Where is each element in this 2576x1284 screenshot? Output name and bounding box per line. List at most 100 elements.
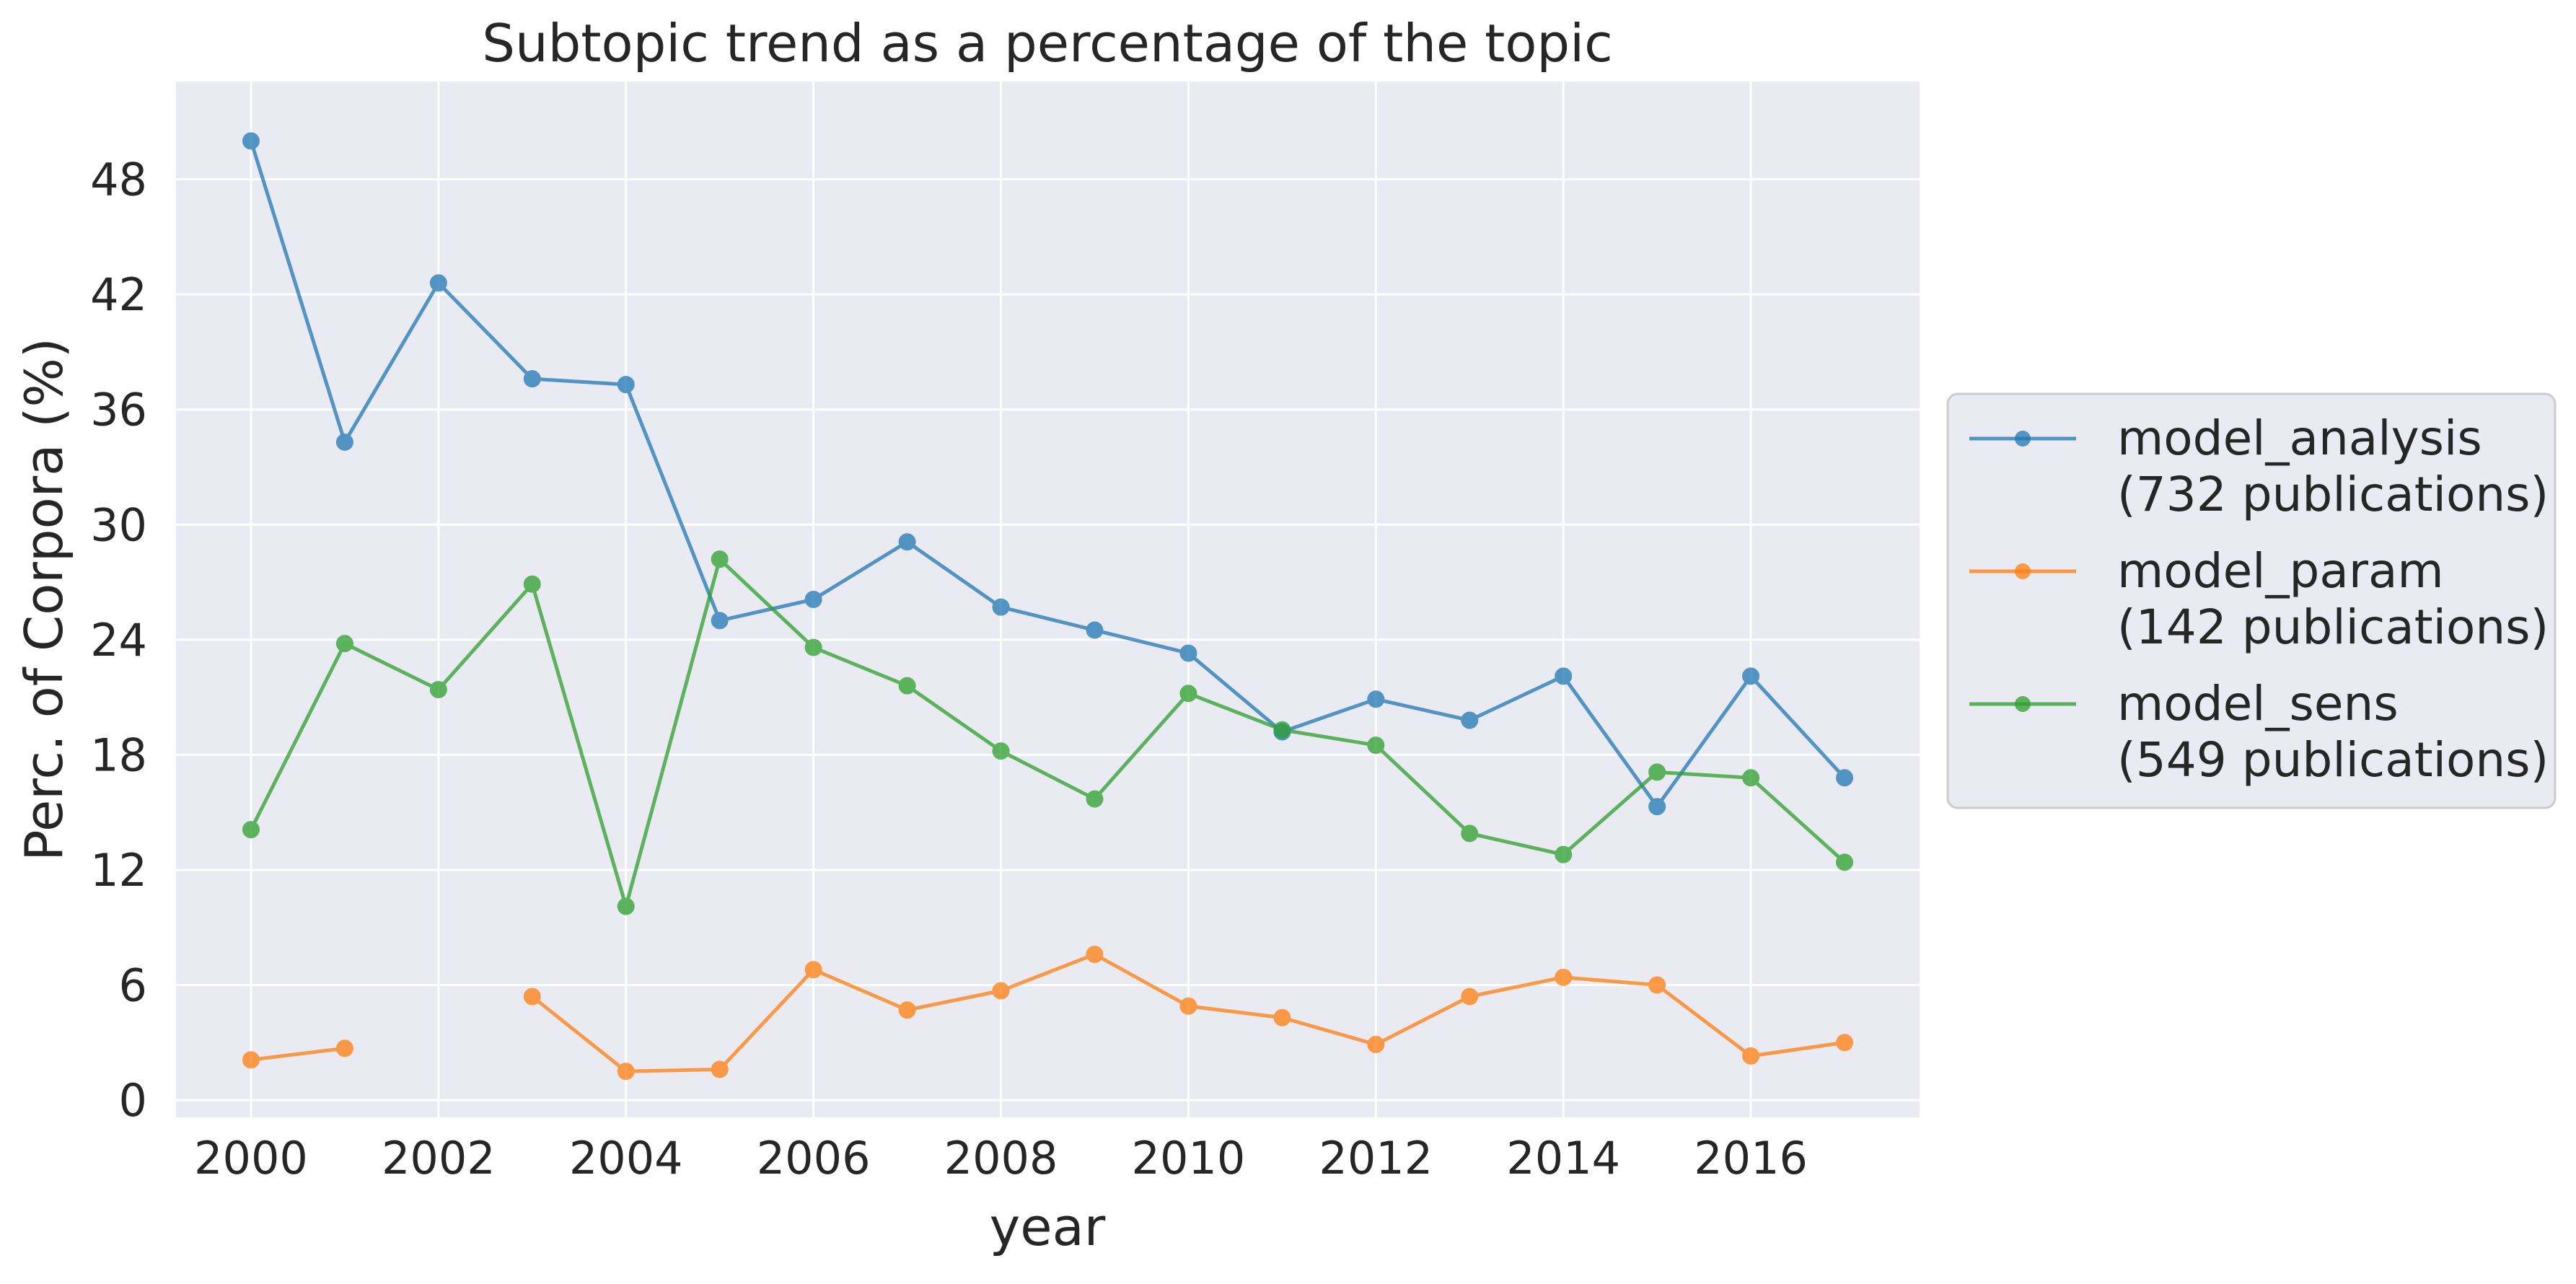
data-point-model_sens — [1273, 721, 1291, 739]
x-tick-label: 2002 — [382, 1132, 496, 1184]
series-model_analysis — [242, 132, 1854, 816]
y-tick-label: 18 — [90, 729, 147, 781]
data-point-model_param — [335, 1039, 353, 1057]
data-point-model_sens — [1086, 790, 1104, 808]
legend-label: model_sens — [2117, 676, 2399, 731]
data-point-model_sens — [898, 677, 916, 695]
data-point-model_param — [1742, 1047, 1760, 1065]
y-tick-labels: 0 6 12 18 24 30 36 42 48 — [90, 154, 147, 1127]
data-point-model_param — [992, 982, 1010, 1000]
data-point-model_sens — [617, 897, 635, 915]
data-point-model_analysis — [335, 433, 353, 451]
data-point-model_analysis — [1179, 644, 1197, 662]
legend-marker — [2015, 696, 2031, 712]
data-point-model_analysis — [898, 533, 916, 551]
data-point-model_param — [804, 961, 822, 979]
data-point-model_param — [523, 988, 541, 1006]
data-point-model_analysis — [804, 591, 822, 608]
data-point-model_sens — [1367, 736, 1385, 755]
x-tick-labels: 2000 2002 2004 2006 2008 2010 2012 2014 2016 — [194, 1132, 1808, 1184]
y-tick-label: 42 — [90, 268, 147, 321]
data-point-model_sens — [1555, 845, 1573, 863]
data-point-model_analysis — [523, 370, 541, 388]
legend-sublabel: (732 publications) — [2117, 467, 2549, 522]
data-point-model_param — [898, 1001, 916, 1019]
data-point-model_analysis — [1742, 667, 1760, 685]
data-point-model_analysis — [617, 376, 635, 394]
data-point-model_sens — [992, 742, 1010, 760]
legend-marker — [2015, 431, 2031, 447]
x-tick-label: 2016 — [1694, 1132, 1808, 1184]
data-point-model_sens — [335, 635, 353, 653]
y-tick-label: 48 — [90, 154, 147, 206]
data-point-model_param — [242, 1051, 260, 1069]
data-point-model_sens — [1648, 763, 1666, 781]
x-tick-label: 2014 — [1506, 1132, 1620, 1184]
data-point-model_analysis — [711, 612, 729, 630]
series-line-model_analysis — [249, 140, 1846, 809]
data-point-model_analysis — [1648, 798, 1666, 816]
data-point-model_analysis — [1555, 667, 1573, 685]
data-point-model_sens — [711, 550, 729, 568]
data-point-model_analysis — [1461, 711, 1479, 729]
data-point-model_param — [711, 1060, 729, 1078]
data-point-model_analysis — [1836, 769, 1854, 787]
data-point-model_sens — [523, 575, 541, 593]
data-point-model_sens — [429, 680, 447, 698]
x-tick-label: 2004 — [569, 1132, 683, 1184]
legend: model_analysis(732 publications) model_pa… — [1946, 392, 2557, 809]
y-axis-label: Perc. of Corpora (%) — [14, 338, 74, 861]
y-tick-label: 0 — [119, 1074, 147, 1127]
series-line-model_param — [250, 1046, 346, 1062]
data-point-model_sens — [1836, 853, 1854, 871]
x-tick-label: 2008 — [944, 1132, 1058, 1184]
x-tick-label: 2006 — [757, 1132, 871, 1184]
y-tick-label: 36 — [90, 384, 147, 436]
x-tick-label: 2012 — [1319, 1132, 1433, 1184]
data-point-model_analysis — [1086, 621, 1104, 639]
legend-entry-model_param: model_param(142 publications) — [1969, 543, 2549, 655]
data-point-model_sens — [804, 638, 822, 656]
legend-entry-model_analysis: model_analysis(732 publications) — [1969, 410, 2549, 522]
x-tick-label: 2010 — [1132, 1132, 1246, 1184]
x-tick-label: 2000 — [194, 1132, 308, 1184]
data-point-model_param — [1648, 976, 1666, 994]
data-point-model_param — [1836, 1034, 1854, 1052]
legend-sublabel: (142 publications) — [2117, 599, 2549, 655]
legend-marker — [2015, 563, 2031, 579]
data-point-model_param — [1086, 945, 1104, 963]
grid — [176, 82, 1920, 1117]
data-point-model_param — [1273, 1008, 1291, 1026]
legend-label: model_param — [2117, 543, 2444, 599]
data-point-model_sens — [242, 821, 260, 839]
data-point-model_param — [617, 1063, 635, 1081]
legend-entry-model_sens: model_sens(549 publications) — [1969, 676, 2549, 788]
data-point-model_analysis — [992, 598, 1010, 616]
data-point-model_analysis — [1367, 690, 1385, 708]
data-point-model_sens — [1179, 685, 1197, 703]
x-axis-label: year — [990, 1197, 1106, 1257]
y-tick-label: 24 — [90, 614, 147, 667]
data-point-model_sens — [1742, 769, 1760, 787]
data-point-model_param — [1555, 968, 1573, 986]
data-point-model_analysis — [242, 132, 260, 150]
data-point-model_param — [1367, 1035, 1385, 1053]
data-point-model_param — [1179, 997, 1197, 1015]
y-tick-label: 30 — [90, 498, 147, 551]
legend-sublabel: (549 publications) — [2117, 732, 2549, 788]
data-point-model_param — [1461, 988, 1479, 1006]
y-tick-label: 6 — [119, 959, 147, 1012]
legend-label: model_analysis — [2117, 410, 2482, 466]
data-point-model_sens — [1461, 825, 1479, 843]
y-tick-label: 12 — [90, 844, 147, 897]
series-line-model_sens — [249, 557, 1846, 908]
data-point-model_analysis — [429, 274, 447, 292]
legend-frame — [1946, 392, 2557, 809]
series-model_sens — [242, 550, 1854, 915]
chart-title: Subtopic trend as a percentage of the to… — [482, 13, 1612, 74]
plot-background — [176, 82, 1920, 1117]
series-model_param — [242, 945, 1854, 1081]
series-layer — [242, 132, 1854, 1081]
